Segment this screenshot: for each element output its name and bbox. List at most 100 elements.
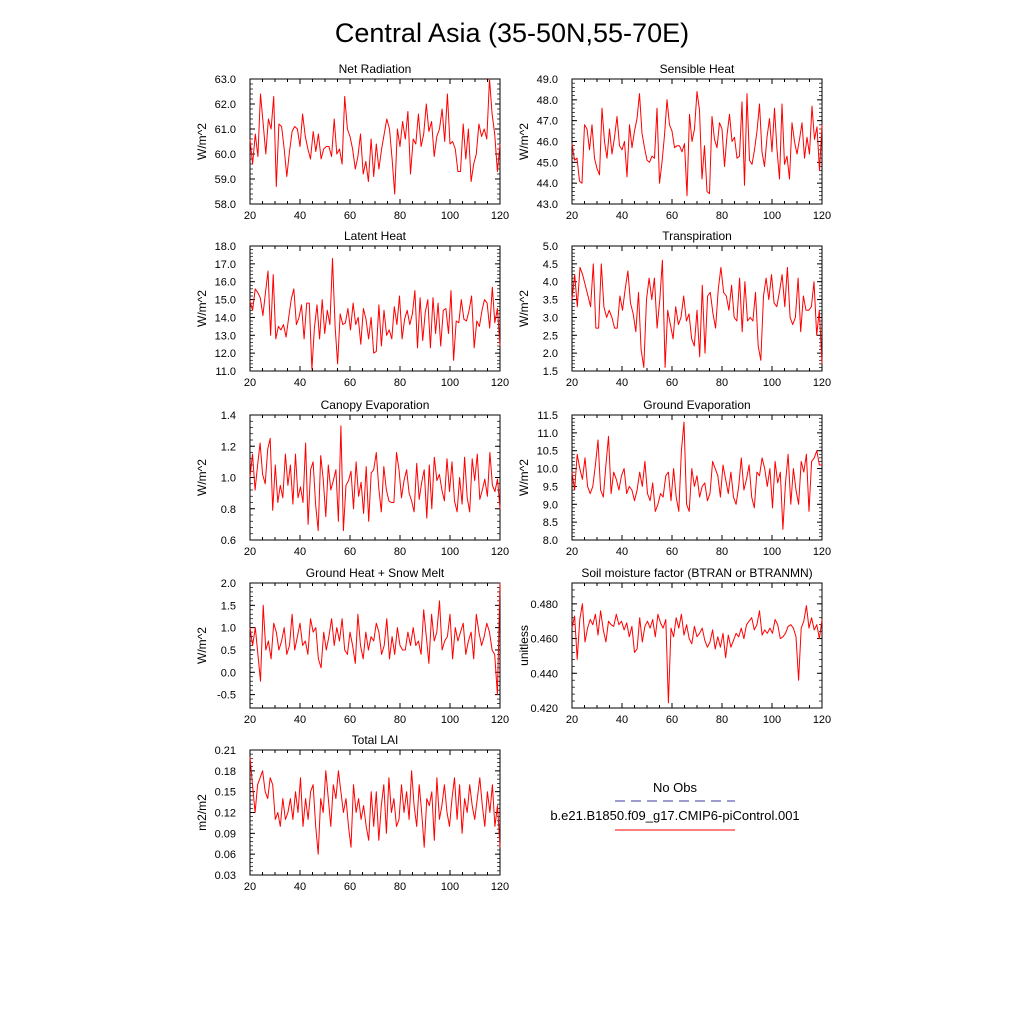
y-tick-label: 0.5 xyxy=(221,645,236,657)
panel-6: Ground Heat + Snow Melt W/m^2 20 40 60 80 100 1… xyxy=(195,566,509,726)
x-tick-label: 80 xyxy=(394,546,406,558)
x-tick-label: 80 xyxy=(716,210,728,222)
x-tick-label: 60 xyxy=(344,881,356,893)
panel-title: Latent Heat xyxy=(344,229,407,243)
y-tick-label: 4.0 xyxy=(543,277,558,289)
y-tick-label: 12.0 xyxy=(215,348,236,360)
x-tick-label: 120 xyxy=(813,714,831,726)
y-axis-label: W/m^2 xyxy=(517,459,531,496)
series-line-0 xyxy=(249,78,501,195)
x-tick-label: 60 xyxy=(666,546,678,558)
x-tick-label: 20 xyxy=(244,546,256,558)
y-tick-label: 0.6 xyxy=(221,535,236,547)
x-tick-label: 40 xyxy=(616,377,628,389)
x-tick-label: 40 xyxy=(294,714,306,726)
y-tick-label: 0.420 xyxy=(530,703,558,715)
x-tick-label: 120 xyxy=(491,377,509,389)
x-tick-label: 40 xyxy=(616,546,628,558)
panel-title: Net Radiation xyxy=(339,62,412,76)
panel-title: Sensible Heat xyxy=(660,62,735,76)
y-tick-label: 1.4 xyxy=(221,410,236,422)
panel-5: Ground Evaporation W/m^2 20 40 60 80 100 120 8.0… xyxy=(517,398,831,558)
y-tick-label: 8.5 xyxy=(543,517,558,529)
y-tick-label: 0.12 xyxy=(215,808,236,820)
y-tick-label: 49.0 xyxy=(537,74,558,86)
x-tick-label: 40 xyxy=(616,210,628,222)
y-tick-label: 63.0 xyxy=(215,74,236,86)
y-tick-label: 61.0 xyxy=(215,124,236,136)
panels: Net Radiation W/m^2 20 40 60 80 100 120 58.0 59.0… xyxy=(195,62,831,893)
y-tick-label: 58.0 xyxy=(215,199,236,211)
y-tick-label: 16.0 xyxy=(215,277,236,289)
panel-3: Transpiration W/m^2 20 40 60 80 100 120 1.5 2.0 2.… xyxy=(517,229,831,389)
y-tick-label: 0.06 xyxy=(215,849,236,861)
series-line-0 xyxy=(571,259,823,368)
y-tick-label: 2.0 xyxy=(543,348,558,360)
y-tick-label: 0.0 xyxy=(221,667,236,679)
x-tick-label: 40 xyxy=(294,546,306,558)
y-tick-label: 0.18 xyxy=(215,766,236,778)
x-tick-label: 20 xyxy=(244,881,256,893)
panel-title: Total LAI xyxy=(352,733,399,747)
panel-title: Transpiration xyxy=(662,229,732,243)
x-tick-label: 60 xyxy=(344,377,356,389)
x-tick-label: 120 xyxy=(491,210,509,222)
x-tick-label: 60 xyxy=(666,210,678,222)
legend-model-label: b.e21.B1850.f09_g17.CMIP6-piControl.001 xyxy=(550,808,799,823)
panel-title: Ground Evaporation xyxy=(643,398,750,412)
y-tick-label: 0.03 xyxy=(215,870,236,882)
x-tick-label: 20 xyxy=(566,546,578,558)
x-tick-label: 40 xyxy=(294,210,306,222)
y-tick-label: -0.5 xyxy=(217,690,236,702)
y-tick-label: 2.5 xyxy=(543,330,558,342)
y-tick-label: 1.0 xyxy=(221,623,236,635)
x-tick-label: 80 xyxy=(716,714,728,726)
figure-title: Central Asia (35-50N,55-70E) xyxy=(335,18,689,48)
y-tick-label: 8.0 xyxy=(543,535,558,547)
y-axis-label: W/m^2 xyxy=(195,459,209,496)
y-tick-label: 15.0 xyxy=(215,295,236,307)
y-axis-label: W/m^2 xyxy=(517,290,531,327)
y-tick-label: 1.5 xyxy=(221,600,236,612)
series-line-0 xyxy=(571,603,823,704)
y-tick-label: 10.5 xyxy=(537,446,558,458)
x-tick-label: 40 xyxy=(616,714,628,726)
series-line-0 xyxy=(571,421,822,530)
panel-2: Latent Heat W/m^2 20 40 60 80 100 120 11.0 12.0 13… xyxy=(195,229,509,389)
panel-4: Canopy Evaporation W/m^2 20 40 60 80 100 120 0.6… xyxy=(195,398,509,558)
plot-frame xyxy=(571,245,823,372)
x-tick-label: 100 xyxy=(441,546,459,558)
y-axis-label: W/m^2 xyxy=(195,290,209,327)
x-tick-label: 20 xyxy=(244,377,256,389)
y-tick-label: 44.0 xyxy=(537,178,558,190)
series-line-0 xyxy=(571,91,823,197)
x-tick-label: 100 xyxy=(763,377,781,389)
y-tick-label: 0.09 xyxy=(215,828,236,840)
x-tick-label: 40 xyxy=(294,881,306,893)
y-tick-label: 1.2 xyxy=(221,441,236,453)
x-tick-label: 20 xyxy=(244,210,256,222)
y-tick-label: 3.5 xyxy=(543,295,558,307)
x-tick-label: 80 xyxy=(394,881,406,893)
x-tick-label: 120 xyxy=(813,546,831,558)
y-tick-label: 62.0 xyxy=(215,99,236,111)
y-tick-label: 17.0 xyxy=(215,259,236,271)
panel-0: Net Radiation W/m^2 20 40 60 80 100 120 58.0 59.0… xyxy=(195,62,509,222)
x-tick-label: 120 xyxy=(813,210,831,222)
y-tick-label: 47.0 xyxy=(537,116,558,128)
y-tick-label: 0.460 xyxy=(530,634,558,646)
y-tick-label: 9.5 xyxy=(543,481,558,493)
y-tick-label: 1.0 xyxy=(221,473,236,485)
x-tick-label: 100 xyxy=(763,210,781,222)
x-tick-label: 80 xyxy=(394,210,406,222)
y-tick-label: 0.8 xyxy=(221,504,236,516)
y-tick-label: 48.0 xyxy=(537,95,558,107)
y-tick-label: 13.0 xyxy=(215,330,236,342)
plot-frame xyxy=(249,582,501,709)
x-tick-label: 60 xyxy=(344,210,356,222)
x-tick-label: 100 xyxy=(441,210,459,222)
x-tick-label: 60 xyxy=(666,377,678,389)
series-line-0 xyxy=(249,582,501,696)
y-tick-label: 0.21 xyxy=(215,745,236,757)
legend-obs-label: No Obs xyxy=(653,780,698,795)
